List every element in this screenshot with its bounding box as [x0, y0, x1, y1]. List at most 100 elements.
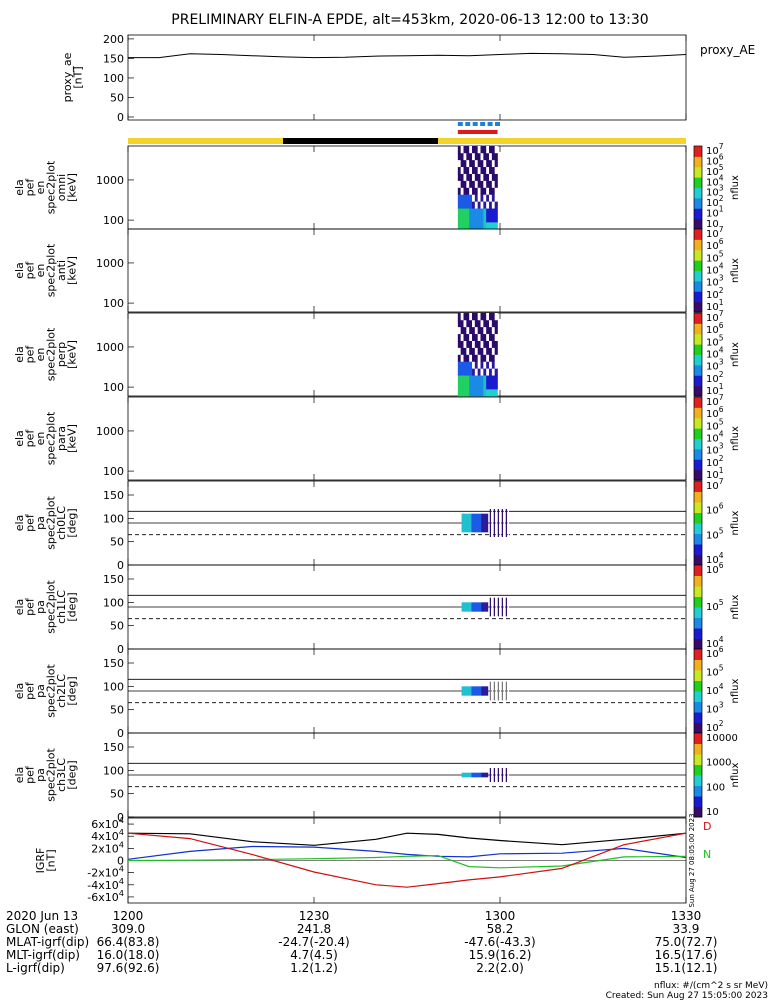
- spec-colorbar-0-segment: [694, 189, 702, 193]
- pa-pixel: [497, 509, 499, 537]
- spec-pixel: [483, 194, 487, 202]
- spec-panel-2-frame: [127, 312, 687, 397]
- pa-colorbar-1-segment: [694, 592, 702, 595]
- spec-pixel: [466, 347, 470, 355]
- spec-pixel: [457, 146, 461, 154]
- spec-pixel: [472, 201, 476, 209]
- pa-pixel: [505, 768, 507, 782]
- spec-pixel: [463, 187, 467, 195]
- footer-value: 33.9: [673, 922, 700, 936]
- pa-colorbar-0-segment: [694, 487, 702, 490]
- spec-pixel: [491, 166, 495, 174]
- pa-colorbar-1-segment: [694, 609, 702, 612]
- fast-survey-bar: [495, 122, 500, 126]
- pa-colorbar-3-segment: [694, 766, 702, 770]
- spec-pixel: [491, 361, 495, 369]
- ae-panel-frame: [127, 34, 687, 121]
- ae-ytick-label: 0: [117, 111, 124, 124]
- spec-pixel: [460, 166, 464, 174]
- igrf-ylabel-line: IGRF: [34, 848, 47, 874]
- pa-pixel: [489, 509, 491, 537]
- spec-colorbar-1-segment: [694, 241, 702, 245]
- pa-colorbar-0-segment: [694, 533, 702, 537]
- pa-colorbar-2-tick: 102: [706, 719, 724, 734]
- pa-colorbar-0-segment: [694, 529, 702, 532]
- spec-pixel: [466, 215, 470, 223]
- spec-pixel: [474, 222, 478, 230]
- spec-pixel: [463, 347, 467, 355]
- pa-colorbar-2-segment: [694, 722, 702, 726]
- pa-colorbar-0-segment: [694, 544, 702, 547]
- spec-pixel: [491, 180, 495, 188]
- footer-row-label: 2020 Jun 13: [6, 909, 78, 923]
- spec-pixel: [466, 382, 470, 390]
- spec-pixel: [483, 159, 487, 168]
- igrf-line-0: [127, 832, 687, 846]
- pa-colorbar-1-segment: [694, 579, 702, 583]
- spec-colorbar-3-segment: [694, 448, 702, 452]
- spec-colorbar-0-segment: [694, 195, 702, 199]
- spec-pixel: [466, 354, 470, 362]
- spec-colorbar-3-segment: [694, 455, 702, 458]
- pa-pixel: [499, 597, 501, 617]
- fast-survey-bar: [487, 122, 493, 126]
- spec-pixel: [480, 389, 484, 397]
- pa-colorbar-1-segment: [694, 615, 702, 618]
- spec-pixel: [457, 354, 461, 362]
- spec-ylabel-2-line: pef: [23, 345, 36, 364]
- spec-pixel: [489, 208, 493, 216]
- pa-colorbar-2-segment: [694, 705, 702, 709]
- pa-pixel: [505, 681, 507, 701]
- spec-pixel: [477, 159, 481, 168]
- spec-colorbar-2-frame: [693, 312, 703, 397]
- pa-pixel: [474, 686, 479, 696]
- spec-pixel: [483, 326, 487, 335]
- spec-colorbar-2-segment: [694, 371, 702, 374]
- spec-pixel: [460, 354, 464, 362]
- pa-colorbar-1-segment: [694, 623, 702, 627]
- shadow-bar: [283, 138, 438, 144]
- pa-colorbar-0-segment: [694, 504, 702, 507]
- pa-colorbar-2-segment: [694, 665, 702, 669]
- spec-pixel: [466, 361, 470, 369]
- spec-pixel: [466, 333, 470, 341]
- pa-pixel: [461, 513, 466, 533]
- pa-colorbar-3-tick: 1000: [706, 758, 731, 769]
- spec-pixel: [457, 389, 461, 397]
- pa-colorbar-1-segment: [694, 565, 702, 568]
- pa-colorbar-2-segment: [694, 661, 702, 665]
- spec-pixel: [494, 173, 498, 181]
- spec-pixel: [486, 201, 490, 209]
- pa-0-ytick-label: 0: [117, 559, 124, 572]
- spec-pixel: [472, 319, 476, 328]
- spec-colorbar-2-segment: [694, 327, 702, 331]
- spec-pixel: [477, 326, 481, 335]
- spec-colorbar-3-segment: [694, 417, 702, 421]
- spec-pixel: [494, 208, 498, 216]
- spec-pixel: [491, 173, 495, 181]
- spec-colorbar-2-segment: [694, 321, 702, 324]
- pa-2-ytick-label: 150: [103, 657, 124, 670]
- spec-ylabel-3-line: en: [34, 432, 47, 446]
- pa-colorbar-3-segment: [694, 775, 702, 778]
- pa-ylabel-0-line: pa: [34, 516, 47, 530]
- footer-value: 4.7(4.5): [290, 948, 338, 962]
- spec-ylabel-2-line: [keV]: [65, 340, 78, 369]
- pa-colorbar-0-segment: [694, 481, 702, 484]
- spec-pixel: [460, 201, 464, 209]
- footer-row-label: L-igrf(dip): [6, 961, 65, 975]
- pa-colorbar-2-segment: [694, 724, 702, 728]
- spec-pixel: [494, 146, 498, 154]
- spec-colorbar-0-segment: [694, 158, 702, 162]
- pa-pixel: [481, 513, 485, 533]
- pa-pixel: [495, 509, 497, 537]
- pa-colorbar-0-segment: [694, 518, 702, 522]
- spec-colorbar-0-segment: [694, 202, 702, 205]
- spec-pixel: [460, 347, 464, 355]
- footer-row-label: MLT-igrf(dip): [6, 948, 80, 962]
- pa-3-ytick-label: 50: [110, 788, 124, 801]
- pa-colorbar-2-segment: [694, 680, 702, 684]
- pa-pixel: [505, 597, 507, 617]
- spec-1-ytick-label: 1000: [96, 257, 124, 270]
